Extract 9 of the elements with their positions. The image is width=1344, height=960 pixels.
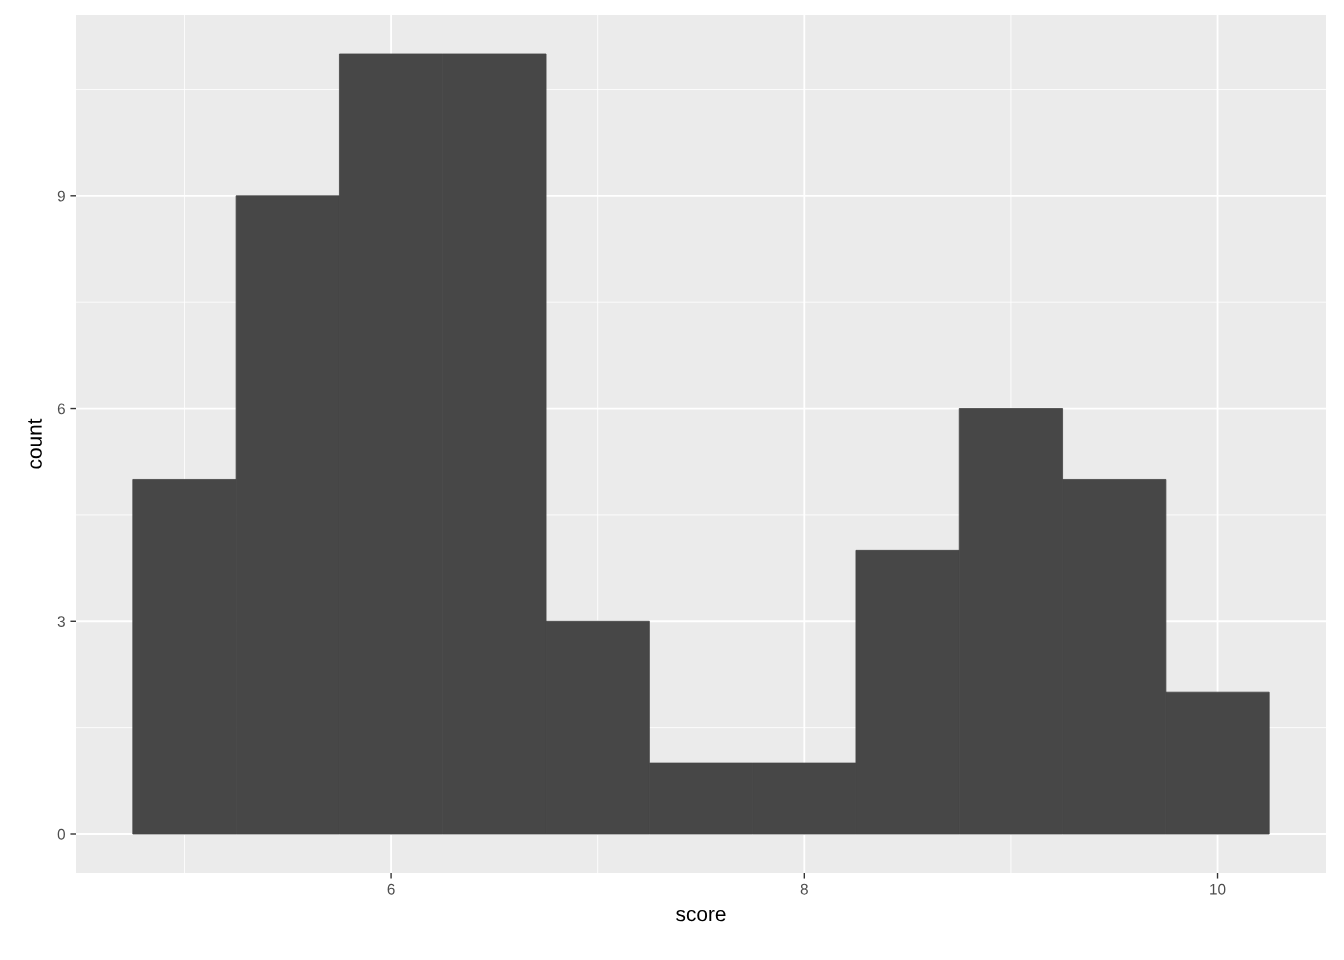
y-tick-label: 3 xyxy=(57,616,65,627)
y-axis-title: count xyxy=(28,418,42,469)
y-tick-label: 0 xyxy=(57,828,65,840)
x-axis-title: score xyxy=(676,909,726,922)
x-tick-label: 10 xyxy=(1210,883,1226,895)
x-tick-label: 8 xyxy=(800,883,808,895)
y-tick-label: 9 xyxy=(57,190,65,202)
y-tick-label: 6 xyxy=(57,403,65,415)
x-tick-label: 6 xyxy=(387,883,395,895)
